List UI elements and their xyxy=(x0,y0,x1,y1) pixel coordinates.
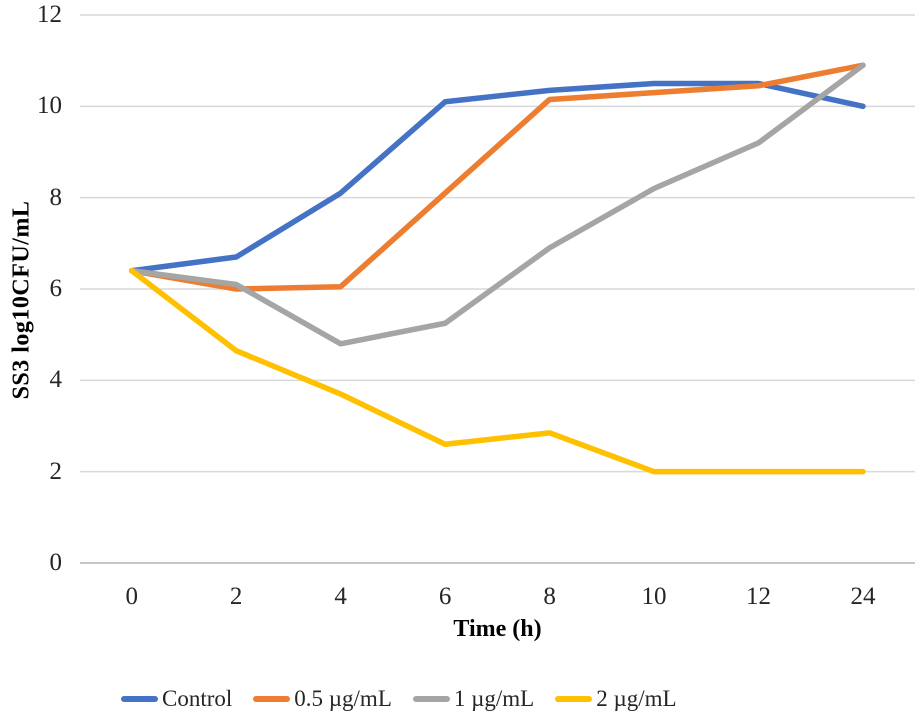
legend-item: 2 µg/mL xyxy=(555,686,677,712)
legend-label: 1 µg/mL xyxy=(453,686,535,711)
x-tick-label: 0 xyxy=(125,583,138,610)
x-tick-label: 12 xyxy=(746,583,772,610)
y-tick-label: 4 xyxy=(49,366,63,394)
series-line-2-g-ml xyxy=(128,267,866,475)
legend-item: Control xyxy=(121,686,232,712)
legend-label: Control xyxy=(162,686,233,711)
x-tick-label: 10 xyxy=(641,583,667,610)
legend-item: 0.5 µg/mL xyxy=(253,686,392,712)
x-tick-label: 6 xyxy=(438,583,452,610)
x-tick-label: 4 xyxy=(334,583,347,610)
chart-legend: Control 0.5 µg/mL 1 µg/mL 2 µg/mL xyxy=(121,686,677,712)
series-line-control xyxy=(128,80,866,274)
y-tick-label: 0 xyxy=(49,549,63,576)
y-tick-label: 2 xyxy=(49,457,63,485)
legend-label: 2 µg/mL xyxy=(596,686,677,711)
legend-line-swatch xyxy=(253,696,291,702)
legend-label: 0.5 µg/mL xyxy=(294,686,392,711)
y-axis-title: SS3 log10CFU/mL xyxy=(8,200,35,400)
x-tick-label: 2 xyxy=(229,583,243,610)
x-axis-title: Time (h) xyxy=(453,616,542,642)
y-tick-label: 6 xyxy=(49,275,63,302)
x-tick-label: 8 xyxy=(543,583,556,610)
legend-line-swatch xyxy=(121,696,158,702)
legend-line-swatch xyxy=(412,696,450,702)
legend-item: 1 µg/mL xyxy=(412,686,535,712)
y-tick-label: 10 xyxy=(37,92,62,120)
y-tick-label: 12 xyxy=(37,1,62,28)
x-tick-label: 24 xyxy=(850,583,876,610)
y-tick-label: 8 xyxy=(49,183,63,211)
series-line-1-g-ml xyxy=(128,62,866,347)
legend-line-swatch xyxy=(555,696,593,702)
series-line-0.5-g-ml xyxy=(128,62,866,292)
